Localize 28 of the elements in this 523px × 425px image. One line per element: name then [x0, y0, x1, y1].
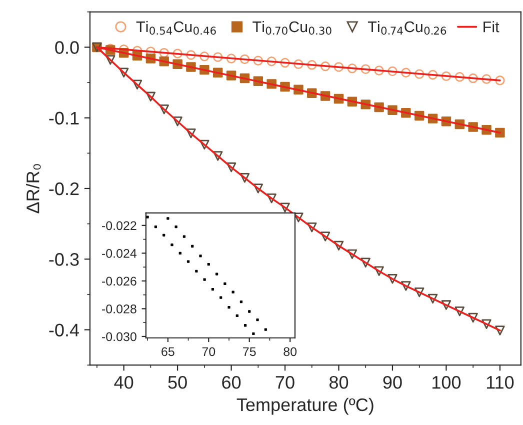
y-tick-label: 0.0 [55, 41, 79, 54]
y-tick-label: -0.1 [49, 112, 79, 125]
y-tick-label: -0.026 [102, 276, 136, 286]
legend-label: Ti$_{0.74}$Cu$_{0.26}$ [368, 20, 446, 35]
x-tick-label: 110 [486, 376, 514, 389]
legend-label: Ti$_{0.54}$Cu$_{0.46}$ [136, 20, 216, 35]
x-tick-label: 90 [383, 376, 402, 389]
y-tick-label: -0.3 [49, 253, 79, 266]
x-tick-label: 75 [243, 347, 256, 356]
x-tick-label: 40 [114, 376, 134, 389]
y-tick-label: -0.4 [49, 324, 80, 336]
x-tick-label: 60 [222, 376, 241, 389]
x-tick-label: 70 [276, 376, 294, 389]
x-axis-title: Temperature (ºC) [236, 398, 374, 415]
x-tick-label: 100 [432, 376, 461, 389]
y-tick-label: -0.030 [102, 332, 136, 342]
y-tick-label: -0.024 [102, 248, 137, 258]
y-tick-label: -0.022 [102, 221, 136, 230]
y-tick-label: -0.2 [49, 182, 79, 196]
x-tick-label: 80 [284, 347, 297, 356]
x-tick-label: 70 [202, 347, 216, 356]
y-tick-label: -0.028 [102, 304, 136, 314]
x-tick-label: 80 [329, 376, 348, 389]
y-axis-title: ΔR/R₀ [26, 164, 41, 214]
legend-label: Fit [484, 21, 500, 32]
x-tick-label: 50 [168, 376, 187, 389]
x-tick-label: 65 [162, 347, 174, 356]
legend-label: Ti$_{0.70}$Cu$_{0.30}$ [252, 20, 332, 35]
